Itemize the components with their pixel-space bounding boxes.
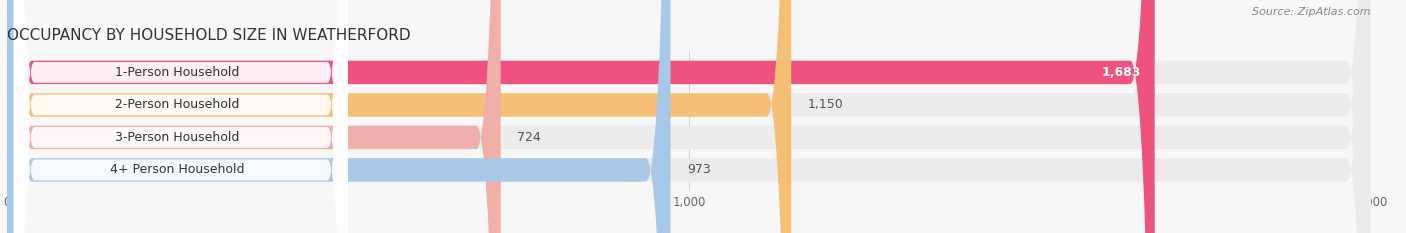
Text: 724: 724 [517, 131, 541, 144]
FancyBboxPatch shape [7, 0, 671, 233]
Text: OCCUPANCY BY HOUSEHOLD SIZE IN WEATHERFORD: OCCUPANCY BY HOUSEHOLD SIZE IN WEATHERFO… [7, 28, 411, 43]
Text: 973: 973 [688, 163, 710, 176]
Text: 3-Person Household: 3-Person Household [115, 131, 239, 144]
FancyBboxPatch shape [14, 0, 347, 233]
FancyBboxPatch shape [7, 0, 1371, 233]
Text: 2-Person Household: 2-Person Household [115, 98, 239, 111]
Text: Source: ZipAtlas.com: Source: ZipAtlas.com [1253, 7, 1371, 17]
Text: 4+ Person Household: 4+ Person Household [110, 163, 245, 176]
Text: 1-Person Household: 1-Person Household [115, 66, 239, 79]
FancyBboxPatch shape [7, 0, 792, 233]
FancyBboxPatch shape [7, 0, 501, 233]
FancyBboxPatch shape [7, 0, 1154, 233]
FancyBboxPatch shape [14, 0, 347, 233]
FancyBboxPatch shape [14, 0, 347, 233]
FancyBboxPatch shape [7, 0, 1371, 233]
Text: 1,683: 1,683 [1102, 66, 1142, 79]
FancyBboxPatch shape [7, 0, 1371, 233]
Text: 1,150: 1,150 [807, 98, 844, 111]
FancyBboxPatch shape [7, 0, 1371, 233]
FancyBboxPatch shape [14, 0, 347, 233]
